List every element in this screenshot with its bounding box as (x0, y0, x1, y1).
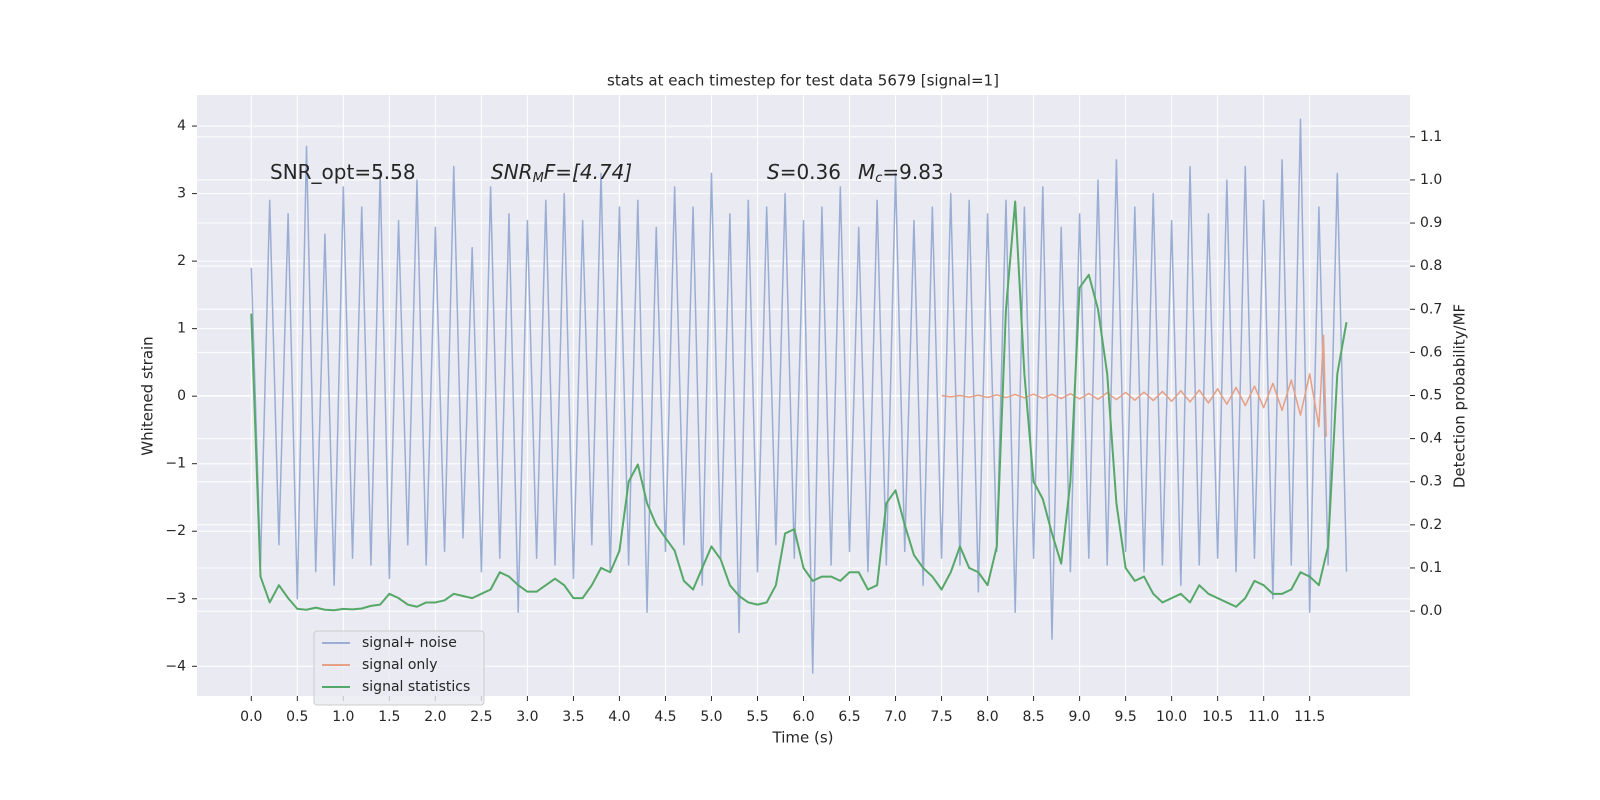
annotation-part: M (533, 171, 544, 186)
annotation-part: =0.36 (780, 160, 841, 184)
annotation: SNRMF=[4.74] (491, 160, 632, 186)
annotation-part: M (858, 160, 875, 184)
y2-tick-label: 0.2 (1420, 517, 1442, 533)
annotation: Mc=9.83 (858, 160, 944, 186)
y2-tick-label: 1.1 (1420, 129, 1442, 145)
x-axis-label: Time (s) (772, 729, 834, 747)
legend-label: signal statistics (362, 679, 470, 695)
x-tick-label: 0.5 (286, 709, 308, 725)
y2-tick-label: 1.0 (1420, 172, 1442, 188)
y-tick-label: −2 (165, 523, 186, 539)
annotation-part: SNR_opt=5.58 (270, 160, 416, 184)
series-line (941, 334, 1327, 437)
annotation-part: c (875, 171, 882, 186)
x-tick-label: 8.5 (1022, 709, 1044, 725)
x-tick-label: 5.5 (746, 709, 768, 725)
x-tick-label: 5.0 (700, 709, 722, 725)
x-tick-label: 6.0 (792, 709, 814, 725)
y2-tick-label: 0.0 (1420, 603, 1442, 619)
x-tick-label: 11.0 (1248, 709, 1279, 725)
x-tick-label: 7.0 (884, 709, 906, 725)
x-tick-label: 9.5 (1114, 709, 1136, 725)
y-tick-label: 2 (177, 253, 186, 269)
y2-tick-label: 0.7 (1420, 301, 1442, 317)
x-tick-label: 2.0 (424, 709, 446, 725)
annotation-part: S (767, 160, 780, 184)
x-tick-label: 10.0 (1156, 709, 1187, 725)
series-line (250, 118, 1348, 674)
x-tick-label: 7.5 (930, 709, 952, 725)
x-tick-label: 3.5 (562, 709, 584, 725)
y2-tick-label: 0.3 (1420, 474, 1442, 490)
x-tick-label: 1.0 (332, 709, 354, 725)
x-tick-label: 6.5 (838, 709, 860, 725)
y2-axis-label: Detection probability/MF (1451, 304, 1469, 488)
x-tick-label: 4.0 (608, 709, 630, 725)
marks (250, 118, 1348, 674)
annotation-part: F=[4.74] (544, 160, 632, 184)
x-tick-label: 9.0 (1068, 709, 1090, 725)
legend-label: signal only (362, 657, 437, 673)
y-axis-label: Whitened strain (139, 336, 157, 455)
legend-label: signal+ noise (362, 635, 457, 651)
legend-box (313, 630, 485, 706)
y2-tick-label: 0.9 (1420, 215, 1442, 231)
x-tick-label: 8.0 (976, 709, 998, 725)
annotation: S=0.36 (767, 160, 841, 184)
legend: signal+ noise signal only signal statistic… (313, 630, 485, 706)
y-tick-label: −1 (165, 456, 186, 472)
y2-tick-label: 0.8 (1420, 258, 1442, 274)
y-tick-label: 0 (177, 388, 186, 404)
annotation-part: SNR (491, 160, 533, 184)
y2-tick-label: 0.4 (1420, 431, 1442, 447)
y2-tick-label: 0.6 (1420, 344, 1442, 360)
x-tick-label: 1.5 (378, 709, 400, 725)
y-tick-label: 3 (177, 186, 186, 202)
x-tick-label: 2.5 (470, 709, 492, 725)
x-tick-label: 11.5 (1294, 709, 1325, 725)
y-tick-label: 4 (177, 118, 186, 134)
y-tick-label: −4 (165, 658, 186, 674)
annotation: SNR_opt=5.58 (270, 160, 416, 184)
y-tick-label: 1 (177, 321, 186, 337)
x-tick-label: 4.5 (654, 709, 676, 725)
x-tick-label: 3.0 (516, 709, 538, 725)
chart-title: stats at each timestep for test data 567… (607, 72, 999, 90)
y2-tick-label: 0.1 (1420, 560, 1442, 576)
x-tick-label: 0.0 (240, 709, 262, 725)
series-line (250, 200, 1348, 612)
x-tick-label: 10.5 (1202, 709, 1233, 725)
y2-tick-label: 0.5 (1420, 388, 1442, 404)
annotation-part: =9.83 (882, 160, 943, 184)
y-tick-label: −3 (165, 591, 186, 607)
